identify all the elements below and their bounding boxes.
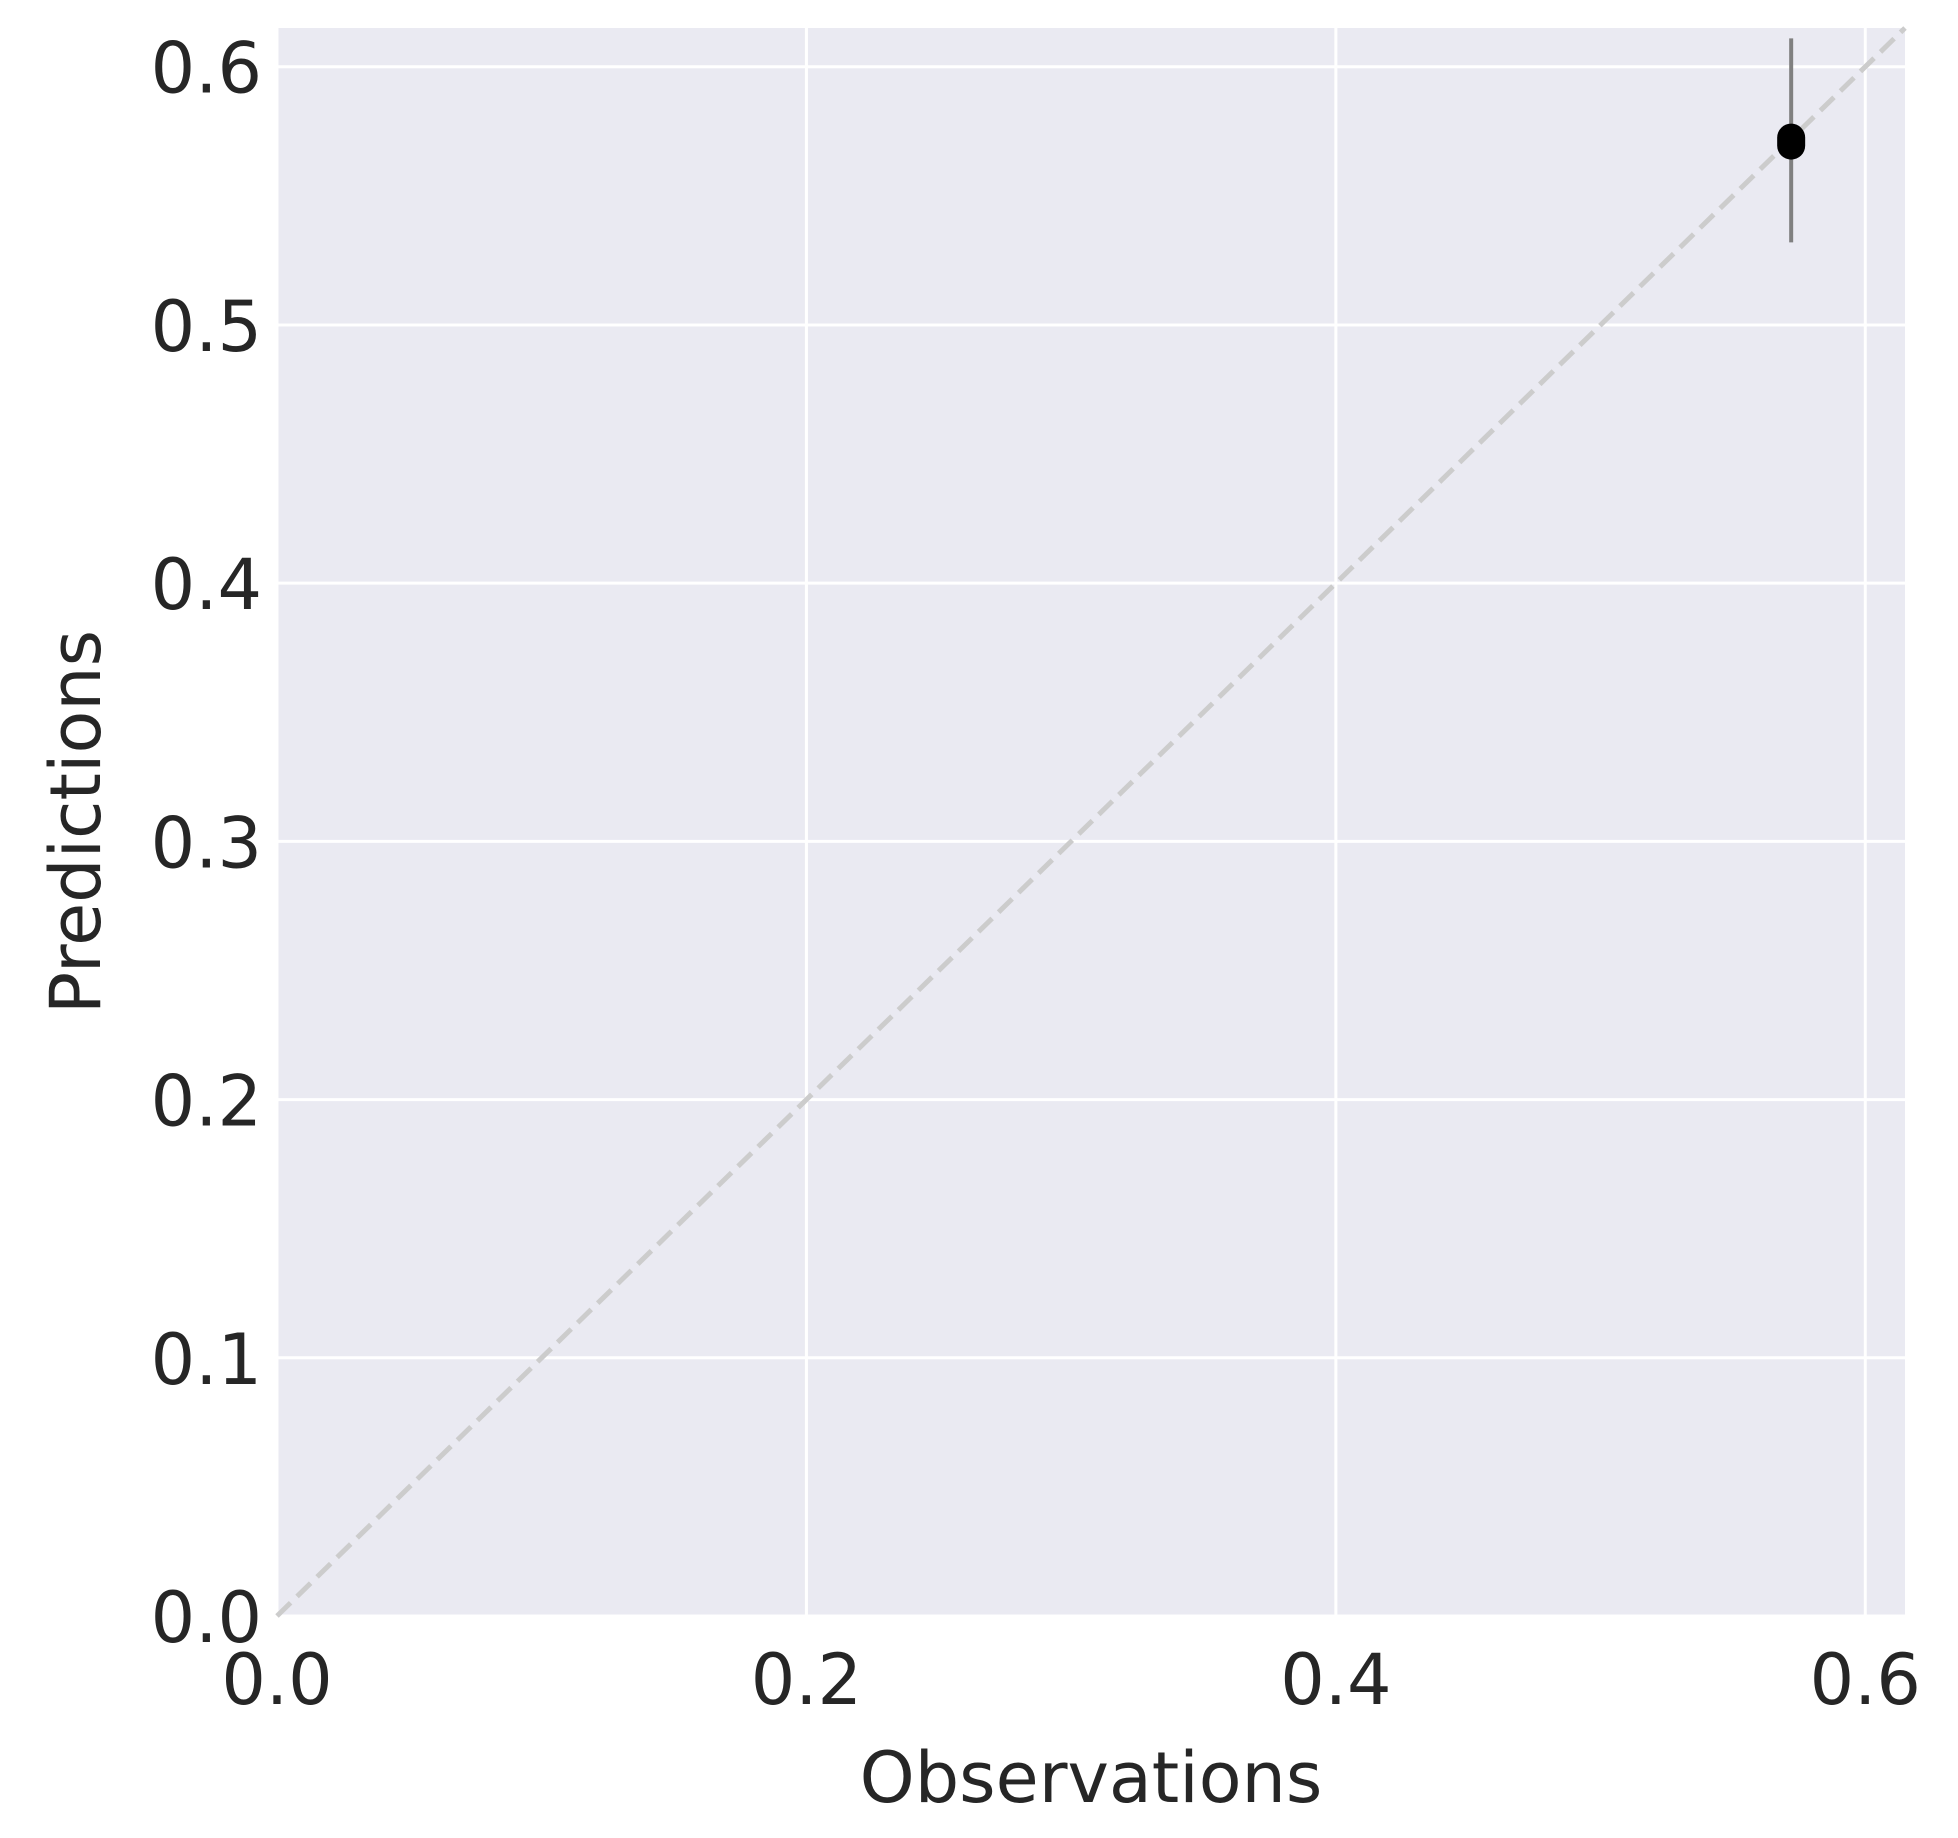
y-tick-label: 0.4 <box>151 544 262 626</box>
y-axis-label: Predictions <box>35 630 117 1014</box>
y-tick-label: 0.0 <box>151 1577 262 1659</box>
identity-reference-line <box>275 26 1907 1618</box>
y-tick-label: 0.6 <box>151 28 262 110</box>
x-tick-labels: 0.0 0.2 0.4 0.6 <box>221 1639 1921 1721</box>
y-tick-labels: 0.0 0.1 0.2 0.3 0.4 0.5 0.6 <box>151 28 262 1659</box>
y-tick-label: 0.2 <box>151 1061 262 1143</box>
x-tick-label: 0.0 <box>221 1639 332 1721</box>
y-tick-label: 0.5 <box>151 286 262 368</box>
data-points <box>1777 38 1806 243</box>
y-tick-label: 0.1 <box>151 1319 262 1401</box>
x-axis-label: Observations <box>860 1737 1323 1819</box>
data-point <box>1777 123 1806 160</box>
x-tick-label: 0.6 <box>1810 1639 1921 1721</box>
grid-lines <box>275 28 1905 1618</box>
x-tick-label: 0.4 <box>1280 1639 1391 1721</box>
x-tick-label: 0.2 <box>751 1639 862 1721</box>
y-tick-label: 0.3 <box>151 802 262 884</box>
